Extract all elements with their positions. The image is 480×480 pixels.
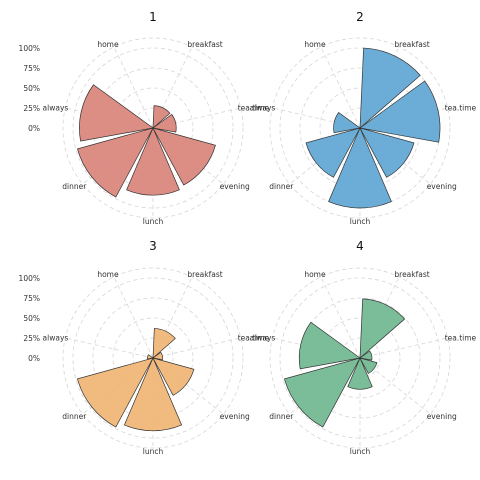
wedge-tea.time <box>359 350 373 361</box>
wedge-dinner <box>283 357 361 428</box>
grid-ring <box>72 277 234 439</box>
radial-tick-label: 75% <box>23 64 40 73</box>
wedge-evening <box>152 357 195 396</box>
wedge-dinner <box>305 127 361 178</box>
grid-spoke <box>65 337 154 359</box>
category-label-lunch: lunch <box>350 217 371 226</box>
category-label-always: always <box>43 333 69 342</box>
category-label-dinner: dinner <box>62 182 87 191</box>
radial-tick-label: 50% <box>23 314 40 323</box>
category-label-dinner: dinner <box>62 412 87 421</box>
grid-ring <box>62 267 244 449</box>
category-label-home: home <box>304 40 326 49</box>
wedge-evening <box>359 127 415 178</box>
wedge-lunch <box>347 357 373 390</box>
wedge-breakfast <box>152 105 171 129</box>
category-label-breakfast: breakfast <box>394 40 429 49</box>
grid-ring <box>72 47 234 209</box>
grid-ring <box>279 277 441 439</box>
wedge-dinner <box>76 127 154 198</box>
radial-tick-label: 25% <box>23 104 40 113</box>
category-label-breakfast: breakfast <box>187 270 222 279</box>
wedge-always <box>147 354 154 360</box>
grid-ring <box>269 267 451 449</box>
polar-panel-4: breakfast tea.time evening lunch dinner alway… <box>250 239 477 456</box>
grid-ring <box>269 37 451 219</box>
wedge-always <box>298 321 361 370</box>
radial-tick-label: 0% <box>28 354 40 363</box>
category-label-evening: evening <box>220 182 250 191</box>
category-label-lunch: lunch <box>143 217 164 226</box>
polar-panel-3: breakfast tea.time evening lunch dinner alway… <box>19 239 270 456</box>
radial-tick-label: 25% <box>23 334 40 343</box>
panel-title: 4 <box>356 239 364 253</box>
radial-tick-label: 50% <box>23 84 40 93</box>
wedge-evening <box>359 357 378 374</box>
grid-ring <box>112 87 194 169</box>
wedge-tea.time <box>359 80 441 143</box>
grid-ring <box>62 37 244 219</box>
category-label-breakfast: breakfast <box>394 270 429 279</box>
wedge-breakfast <box>359 298 406 359</box>
wedge-breakfast <box>152 328 176 359</box>
wedge-always <box>333 112 361 134</box>
wedge-dinner <box>76 357 154 428</box>
radial-tick-label: 75% <box>23 294 40 303</box>
panel-title: 2 <box>356 10 364 24</box>
wedge-lunch <box>328 127 392 209</box>
wedge-evening <box>152 127 216 186</box>
category-label-always: always <box>43 103 69 112</box>
grid-spoke <box>359 337 448 359</box>
polar-panel-2: breakfast tea.time evening lunch dinner alway… <box>250 10 477 226</box>
category-label-tea.time: tea.time <box>445 333 477 342</box>
grid-spoke <box>113 276 154 359</box>
category-label-tea.time: tea.time <box>238 333 270 342</box>
category-label-always: always <box>250 333 276 342</box>
category-label-dinner: dinner <box>269 182 294 191</box>
category-label-home: home <box>97 40 119 49</box>
panel-title: 3 <box>149 239 157 253</box>
category-label-evening: evening <box>220 412 250 421</box>
polar-panel-1: breakfast tea.time evening lunch dinner alway… <box>19 10 270 226</box>
category-label-breakfast: breakfast <box>187 40 222 49</box>
radial-tick-label: 100% <box>19 274 40 283</box>
category-label-home: home <box>304 270 326 279</box>
wedge-lunch <box>126 127 180 196</box>
radial-tick-label: 0% <box>28 124 40 133</box>
panel-title: 1 <box>149 10 157 24</box>
grid-spoke <box>320 46 361 129</box>
wedge-lunch <box>123 357 183 432</box>
category-label-home: home <box>97 270 119 279</box>
grid-spoke <box>152 337 241 359</box>
grid-ring <box>319 317 401 399</box>
category-label-always: always <box>250 103 276 112</box>
category-label-evening: evening <box>427 412 457 421</box>
wedge-tea.time <box>152 113 177 133</box>
wedge-tea.time <box>152 351 163 361</box>
wedge-breakfast <box>359 47 421 129</box>
grid-spoke <box>113 46 154 129</box>
category-label-lunch: lunch <box>143 447 164 456</box>
category-label-tea.time: tea.time <box>445 103 477 112</box>
grid-ring <box>112 317 194 399</box>
category-label-evening: evening <box>427 182 457 191</box>
category-label-dinner: dinner <box>269 412 294 421</box>
category-label-lunch: lunch <box>350 447 371 456</box>
category-label-tea.time: tea.time <box>238 103 270 112</box>
wedge-always <box>79 84 154 142</box>
grid-spoke <box>320 276 361 359</box>
radial-tick-label: 100% <box>19 44 40 53</box>
